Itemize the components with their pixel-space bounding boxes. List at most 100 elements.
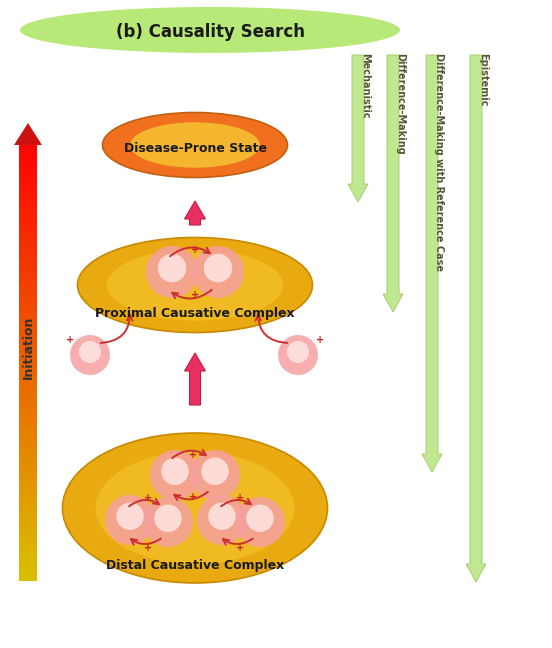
- Bar: [19, 430, 37, 434]
- Bar: [19, 198, 37, 202]
- Bar: [19, 435, 37, 440]
- Bar: [19, 538, 37, 542]
- Bar: [19, 175, 37, 179]
- FancyArrowPatch shape: [256, 315, 287, 343]
- Text: Difference-Making: Difference-Making: [395, 53, 405, 155]
- Circle shape: [278, 335, 318, 375]
- Bar: [19, 219, 37, 223]
- Bar: [19, 342, 37, 346]
- Bar: [19, 248, 37, 252]
- FancyArrowPatch shape: [174, 492, 208, 500]
- Bar: [19, 541, 37, 546]
- Circle shape: [208, 502, 236, 530]
- Bar: [19, 225, 37, 229]
- Bar: [19, 565, 37, 569]
- Bar: [19, 398, 37, 402]
- Bar: [19, 207, 37, 211]
- FancyArrow shape: [348, 55, 368, 202]
- Bar: [19, 371, 37, 375]
- Bar: [19, 512, 37, 516]
- Bar: [19, 307, 37, 310]
- Bar: [19, 266, 37, 270]
- Bar: [19, 245, 37, 249]
- Bar: [19, 556, 37, 560]
- Bar: [19, 201, 37, 205]
- Bar: [19, 468, 37, 472]
- Bar: [19, 356, 37, 360]
- Text: +: +: [144, 493, 152, 503]
- Circle shape: [154, 505, 182, 532]
- Bar: [19, 310, 37, 314]
- Bar: [19, 477, 37, 481]
- Bar: [19, 260, 37, 264]
- FancyArrowPatch shape: [170, 248, 210, 256]
- Bar: [19, 406, 37, 410]
- Bar: [19, 465, 37, 469]
- Bar: [19, 559, 37, 563]
- Text: Difference-Making with Reference Case: Difference-Making with Reference Case: [434, 53, 444, 271]
- Text: (b) Causality Search: (b) Causality Search: [115, 23, 305, 41]
- Bar: [19, 327, 37, 331]
- FancyArrowPatch shape: [221, 499, 251, 506]
- Text: +: +: [66, 335, 74, 345]
- Bar: [19, 339, 37, 343]
- Bar: [19, 210, 37, 214]
- Bar: [19, 383, 37, 387]
- Ellipse shape: [77, 238, 312, 332]
- Bar: [19, 289, 37, 293]
- Circle shape: [190, 450, 240, 500]
- Bar: [19, 231, 37, 235]
- Text: +: +: [191, 245, 199, 255]
- Bar: [19, 433, 37, 437]
- Bar: [19, 386, 37, 390]
- Bar: [19, 527, 37, 531]
- Bar: [19, 316, 37, 319]
- Bar: [19, 491, 37, 496]
- Bar: [19, 268, 37, 273]
- Bar: [19, 139, 37, 143]
- Circle shape: [105, 495, 155, 545]
- Text: Distal Causative Complex: Distal Causative Complex: [106, 559, 284, 572]
- Bar: [19, 277, 37, 281]
- Text: +: +: [236, 493, 244, 503]
- Bar: [19, 524, 37, 527]
- Bar: [19, 262, 37, 266]
- Bar: [19, 318, 37, 322]
- Bar: [19, 550, 37, 554]
- Bar: [19, 257, 37, 260]
- Bar: [19, 421, 37, 425]
- Bar: [19, 169, 37, 173]
- Circle shape: [197, 495, 247, 545]
- Circle shape: [204, 254, 232, 283]
- Bar: [19, 195, 37, 199]
- Bar: [19, 395, 37, 399]
- Text: Proximal Causative Complex: Proximal Causative Complex: [95, 307, 295, 319]
- Circle shape: [246, 505, 274, 532]
- Circle shape: [79, 341, 101, 363]
- FancyArrowPatch shape: [129, 499, 159, 506]
- Bar: [19, 345, 37, 349]
- Text: +: +: [189, 450, 197, 460]
- Bar: [19, 189, 37, 193]
- Bar: [19, 192, 37, 196]
- Bar: [19, 424, 37, 428]
- FancyArrow shape: [466, 55, 486, 582]
- Circle shape: [116, 502, 144, 530]
- Bar: [19, 547, 37, 551]
- FancyArrow shape: [184, 353, 205, 405]
- Text: +: +: [144, 543, 152, 553]
- Bar: [19, 533, 37, 537]
- Ellipse shape: [130, 122, 260, 168]
- Bar: [19, 529, 37, 533]
- Bar: [19, 562, 37, 566]
- Circle shape: [146, 246, 198, 298]
- FancyArrowPatch shape: [223, 538, 253, 544]
- Bar: [19, 573, 37, 577]
- Text: +: +: [236, 543, 244, 553]
- Text: Initiation: Initiation: [22, 316, 34, 379]
- Bar: [19, 506, 37, 510]
- FancyArrowPatch shape: [172, 450, 206, 458]
- Bar: [19, 242, 37, 246]
- Bar: [19, 312, 37, 316]
- Bar: [19, 518, 37, 522]
